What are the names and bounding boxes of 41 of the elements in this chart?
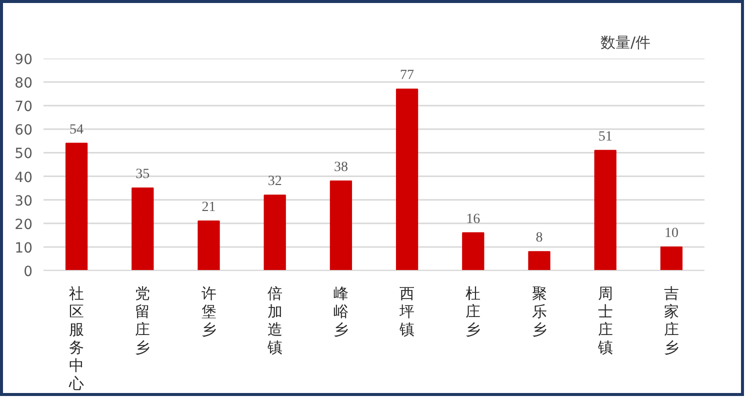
bar [132,188,154,270]
y-tick-label: 80 [14,76,33,92]
y-tick-label: 50 [14,146,33,162]
y-tick-label: 20 [14,216,33,233]
x-tick-label: 党留庄乡 [135,284,150,356]
y-tick-label: 70 [14,99,33,116]
x-tick-label: 许堡乡 [201,284,216,338]
y-tick-label: 90 [14,52,33,68]
x-tick-label: 杜庄乡 [466,284,481,338]
data-label: 21 [202,200,216,216]
x-tick-label: 倍加造镇 [266,284,282,356]
bar [462,232,484,270]
x-tick-label: 聚乐乡 [532,284,547,338]
x-tick-label: 社区服务中心 [68,284,84,392]
bar [198,220,220,270]
bar [65,142,88,270]
y-tick-label: 40 [14,170,33,186]
bar [660,246,683,270]
data-label: 8 [536,230,543,246]
bar [330,180,352,270]
data-label: 32 [268,174,282,190]
data-label: 38 [334,160,348,175]
data-label: 10 [664,226,678,241]
data-label: 35 [136,167,150,182]
data-label: 16 [466,212,480,227]
y-tick-label: 60 [14,122,33,139]
y-axis-title: 数量/件 [600,34,651,52]
bar [594,150,616,270]
bar [264,194,286,270]
data-label: 77 [400,68,414,84]
data-label: 54 [70,122,84,138]
y-tick-label: 0 [24,264,33,280]
x-tick-label: 峰峪乡 [333,284,348,338]
bar [396,88,418,270]
x-tick-label: 吉家庄乡 [664,284,679,356]
y-tick-label: 30 [14,193,33,210]
x-tick-label: 周士庄镇 [596,284,613,356]
data-label: 51 [598,129,612,144]
bar [528,251,550,270]
y-tick-label: 10 [14,240,33,256]
x-tick-label: 西坪镇 [398,284,415,338]
